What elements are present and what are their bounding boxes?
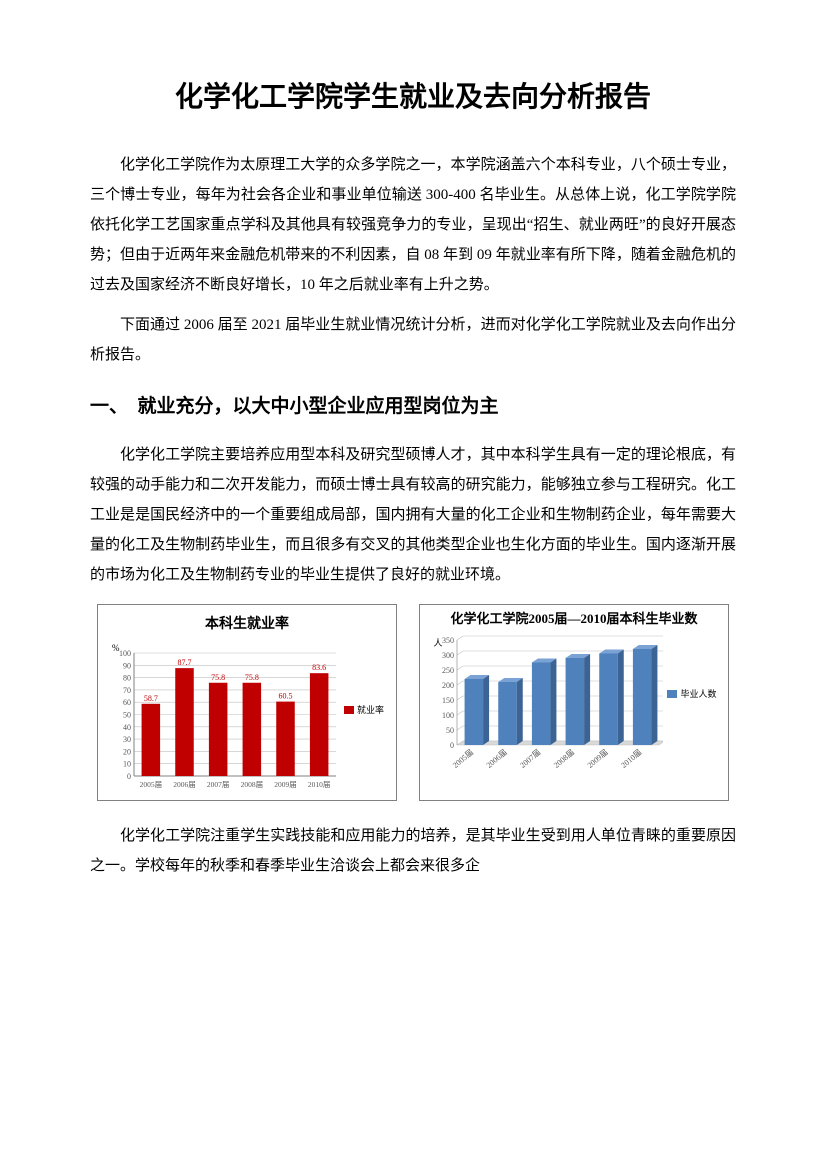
chart1-y-unit: %	[112, 639, 120, 657]
svg-text:83.6: 83.6	[312, 663, 326, 672]
paragraph-1: 化学化工学院作为太原理工大学的众多学院之一，本学院涵盖六个本科专业，八个硕士专业…	[90, 150, 736, 300]
chart-employment-rate: 本科生就业率 % 0 10 20 30 40 50 60 70 80 90 100 58.7 2005届…	[97, 604, 397, 801]
chart1-legend-label: 就业率	[357, 701, 384, 719]
chart2-title: 化学化工学院2005届—2010届本科生毕业数	[450, 611, 697, 628]
chart2-legend-swatch	[667, 690, 677, 698]
chart2-plot: 0 50 100 150 200 250 300 350 2005届 2006届 2007届 2008…	[431, 630, 663, 775]
svg-text:350: 350	[442, 636, 454, 645]
svg-text:30: 30	[123, 735, 131, 744]
svg-text:20: 20	[123, 747, 131, 756]
paragraph-4: 化学化工学院注重学生实践技能和应用能力的培养，是其毕业生受到用人单位青睐的重要原…	[90, 821, 736, 881]
chart2-legend: 毕业人数	[667, 685, 716, 703]
svg-text:2009届: 2009届	[586, 748, 610, 770]
chart2-y-unit: 人	[433, 634, 442, 652]
chart2-legend-label: 毕业人数	[680, 685, 716, 703]
svg-text:2010届: 2010届	[620, 748, 644, 770]
svg-text:80: 80	[123, 674, 131, 683]
svg-text:50: 50	[446, 726, 454, 735]
svg-text:60.5: 60.5	[278, 692, 292, 701]
chart1-legend: 就业率	[344, 701, 384, 719]
svg-text:200: 200	[442, 681, 454, 690]
svg-text:2010届: 2010届	[308, 780, 331, 789]
svg-text:40: 40	[123, 723, 131, 732]
chart-graduate-count: 化学化工学院2005届—2010届本科生毕业数 人 0 50 100 150 200 25…	[419, 604, 729, 801]
svg-text:250: 250	[442, 666, 454, 675]
svg-text:58.7: 58.7	[144, 694, 158, 703]
svg-text:75.8: 75.8	[211, 673, 225, 682]
svg-text:300: 300	[442, 651, 454, 660]
svg-text:70: 70	[123, 686, 131, 695]
charts-row: 本科生就业率 % 0 10 20 30 40 50 60 70 80 90 100 58.7 2005届…	[90, 604, 736, 801]
svg-text:2006届: 2006届	[485, 748, 509, 770]
svg-text:0: 0	[450, 741, 454, 750]
svg-text:50: 50	[123, 711, 131, 720]
paragraph-2: 下面通过 2006 届至 2021 届毕业生就业情况统计分析，进而对化学化工学院…	[90, 310, 736, 370]
svg-text:100: 100	[119, 649, 131, 658]
svg-text:2007届: 2007届	[519, 748, 543, 770]
page-title: 化学化工学院学生就业及去向分析报告	[90, 70, 736, 126]
svg-text:2007届: 2007届	[207, 780, 230, 789]
section-1-heading: 一、 就业充分，以大中小型企业应用型岗位为主	[90, 388, 736, 426]
svg-text:75.8: 75.8	[245, 673, 259, 682]
svg-text:2005届: 2005届	[451, 748, 475, 770]
chart1-title: 本科生就业率	[205, 611, 289, 639]
svg-text:0: 0	[127, 772, 131, 781]
svg-text:10: 10	[123, 760, 131, 769]
svg-text:90: 90	[123, 661, 131, 670]
svg-text:100: 100	[442, 711, 454, 720]
svg-text:87.7: 87.7	[177, 658, 191, 667]
chart1-plot: 0 10 20 30 40 50 60 70 80 90 100 58.7 2005届 87.7 2006届…	[110, 641, 340, 796]
svg-text:2005届: 2005届	[140, 780, 163, 789]
svg-text:2008届: 2008届	[241, 780, 263, 789]
svg-text:2008届: 2008届	[552, 748, 576, 770]
svg-text:60: 60	[123, 698, 131, 707]
chart1-legend-swatch	[344, 706, 354, 714]
paragraph-3: 化学化工学院主要培养应用型本科及研究型硕博人才，其中本科学生具有一定的理论根底，…	[90, 440, 736, 590]
svg-text:2006届: 2006届	[173, 780, 196, 789]
svg-text:150: 150	[442, 696, 454, 705]
svg-text:2009届: 2009届	[274, 780, 297, 789]
